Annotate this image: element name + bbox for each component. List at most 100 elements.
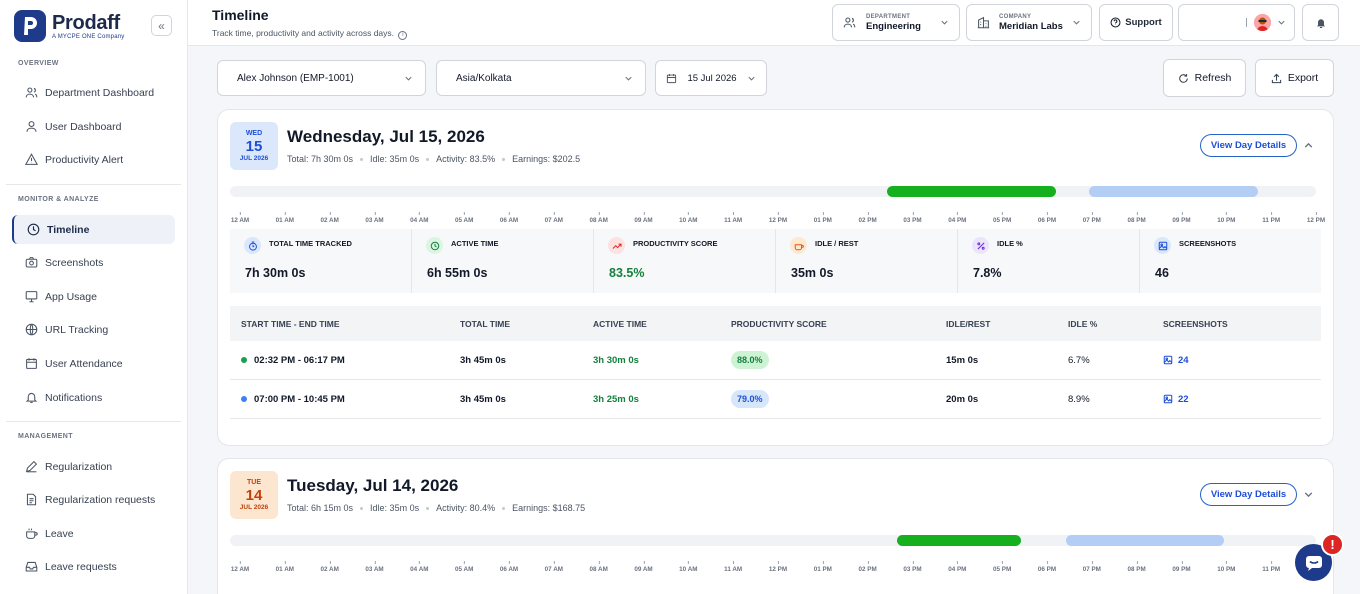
sidebar-item-screenshots[interactable]: Screenshots <box>12 248 175 277</box>
stat-idle-rest: IDLE / REST 35m 0s <box>776 229 958 293</box>
hour-tick-label: 01 PM <box>813 212 832 224</box>
sidebar-item-regularization[interactable]: Regularization <box>12 452 175 481</box>
notifications-button[interactable] <box>1302 4 1339 41</box>
department-label: DEPARTMENT <box>866 13 911 20</box>
brand[interactable]: Prodaff A MYCPE ONE Company <box>14 10 125 42</box>
hour-tick-label: 03 AM <box>365 212 384 224</box>
screenshots-link[interactable]: 22 <box>1163 394 1283 405</box>
export-label: Export <box>1287 72 1319 84</box>
chevron-down-icon[interactable] <box>1303 489 1314 500</box>
bell-icon <box>1316 18 1325 28</box>
hour-tick-label: 12 PM <box>768 561 788 573</box>
date-picker[interactable]: 15 Jul 2026 <box>655 60 767 96</box>
stat-active-time: ACTIVE TIME 6h 55m 0s <box>412 229 594 293</box>
hour-tick-label: 05 AM <box>455 561 474 573</box>
company-selector[interactable]: COMPANY Meridian Labs <box>966 4 1092 41</box>
sidebar-item-url-tracking[interactable]: URL Tracking <box>12 315 175 344</box>
sidebar-item-label: Leave requests <box>45 560 117 573</box>
hour-tick-label: 02 PM <box>858 212 877 224</box>
company-value: Meridian Labs <box>999 20 1063 32</box>
department-selector[interactable]: DEPARTMENT Engineering <box>832 4 960 41</box>
hour-tick-label: 11 PM <box>1262 561 1281 573</box>
sidebar-item-label: User Attendance <box>45 357 123 370</box>
sidebar-divider <box>6 421 181 422</box>
user-menu[interactable] <box>1178 4 1295 41</box>
hour-axis: 12 AM 01 AM 02 AM 03 AM 04 AM 05 AM 06 AM 07 AM… <box>230 212 1325 231</box>
sidebar-item-department-dashboard[interactable]: Department Dashboard <box>12 78 175 107</box>
trending-up-icon <box>608 237 625 254</box>
user-select[interactable]: Alex Johnson (EMP-1001) <box>217 60 426 96</box>
hour-tick-label: 09 PM <box>1172 561 1191 573</box>
section-title-overview: OVERVIEW <box>18 60 59 67</box>
camera-icon <box>24 256 38 270</box>
company-label: COMPANY <box>999 13 1032 20</box>
score-badge: 79.0% <box>731 390 769 408</box>
sidebar-item-notifications[interactable]: Notifications <box>12 383 175 412</box>
hour-tick-label: 07 PM <box>1082 561 1101 573</box>
chevron-up-icon[interactable] <box>1303 140 1314 151</box>
hour-tick-label: 08 AM <box>589 561 608 573</box>
stat-productivity-score: PRODUCTIVITY SCORE 83.5% <box>594 229 776 293</box>
table-row[interactable]: 02:32 PM - 06:17 PM 3h 45m 0s 3h 30m 0s … <box>230 341 1321 380</box>
info-icon[interactable]: i <box>398 31 408 40</box>
sidebar-item-user-attendance[interactable]: User Attendance <box>12 349 175 378</box>
top-header: Timeline Track time, productivity and ac… <box>188 0 1360 46</box>
view-day-details-button[interactable]: View Day Details <box>1200 483 1297 506</box>
day-title: Wednesday, Jul 15, 2026 <box>287 127 485 146</box>
brand-logo-icon <box>14 10 46 42</box>
support-button[interactable]: Support <box>1099 4 1173 41</box>
sidebar-item-label: URL Tracking <box>45 323 109 336</box>
hour-tick-label: 10 AM <box>679 212 698 224</box>
sidebar-item-leave-requests[interactable]: Leave requests <box>12 552 175 581</box>
hour-tick-label: 04 PM <box>948 212 967 224</box>
session-bar[interactable] <box>897 535 1021 546</box>
sidebar-item-leave[interactable]: Leave <box>12 519 175 548</box>
sessions-table: START TIME - END TIME TOTAL TIME ACTIVE … <box>230 306 1321 419</box>
timezone-select[interactable]: Asia/Kolkata <box>436 60 646 96</box>
day-summary: Total: 6h 15m 0s Idle: 35m 0s Activity: … <box>287 503 586 513</box>
session-bar[interactable] <box>1089 186 1258 197</box>
stat-screenshots: SCREENSHOTS 46 <box>1154 237 1237 280</box>
date-badge: TUE 14 JUL 2026 <box>230 471 278 519</box>
hour-tick-label: 02 AM <box>320 561 339 573</box>
image-icon <box>1163 355 1173 365</box>
session-bar[interactable] <box>887 186 1056 197</box>
hour-tick-label: 09 AM <box>634 212 653 224</box>
hour-tick-label: 03 PM <box>903 212 922 224</box>
activity-timeline <box>230 535 1316 546</box>
sidebar-item-app-usage[interactable]: App Usage <box>12 282 175 311</box>
hour-tick-label: 07 AM <box>544 212 563 224</box>
support-label: Support <box>1125 17 1162 28</box>
view-day-details-button[interactable]: View Day Details <box>1200 134 1297 157</box>
day-summary: Total: 7h 30m 0s Idle: 35m 0s Activity: … <box>287 154 581 164</box>
table-header: START TIME - END TIME TOTAL TIME ACTIVE … <box>230 306 1321 341</box>
refresh-icon <box>1178 73 1188 83</box>
clock-icon <box>26 223 40 237</box>
export-button[interactable]: Export <box>1255 59 1334 97</box>
bell-icon <box>24 391 38 405</box>
screenshots-link[interactable]: 24 <box>1163 355 1283 366</box>
refresh-button[interactable]: Refresh <box>1163 59 1246 97</box>
sidebar-item-regularization-requests[interactable]: Regularization requests <box>12 485 175 514</box>
session-bar[interactable] <box>1066 535 1224 546</box>
chevron-down-icon <box>941 20 948 25</box>
hour-tick-label: 12 AM <box>230 561 250 573</box>
sidebar-item-productivity-alert[interactable]: Productivity Alert <box>12 145 175 174</box>
help-circle-icon <box>1110 17 1121 28</box>
monitor-icon <box>24 290 38 304</box>
collapse-sidebar-button[interactable]: « <box>151 15 172 36</box>
hour-tick-label: 08 AM <box>589 212 608 224</box>
chat-icon <box>1305 555 1322 571</box>
department-value: Engineering <box>866 20 921 32</box>
brand-tagline: A MYCPE ONE Company <box>52 33 125 40</box>
user-icon <box>24 120 38 134</box>
hour-tick-label: 04 AM <box>410 561 429 573</box>
sidebar-item-label: Screenshots <box>45 256 104 269</box>
hour-tick-label: 02 PM <box>858 561 877 573</box>
calendar-icon <box>666 73 677 83</box>
sidebar-item-timeline[interactable]: Timeline <box>12 215 175 244</box>
hour-tick-label: 09 PM <box>1172 212 1191 224</box>
sidebar-item-user-dashboard[interactable]: User Dashboard <box>12 112 175 141</box>
pen-icon <box>24 460 38 474</box>
table-row[interactable]: 07:00 PM - 10:45 PM 3h 45m 0s 3h 25m 0s … <box>230 380 1321 419</box>
